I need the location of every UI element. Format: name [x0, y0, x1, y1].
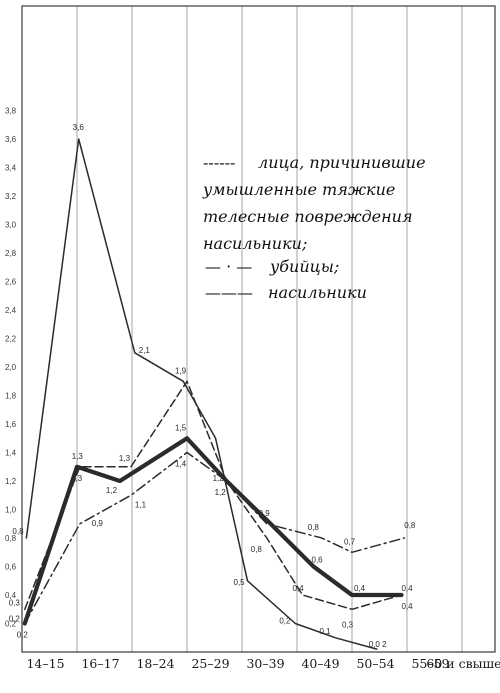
data-label: 0,8 [12, 527, 24, 536]
y-tick-label: 1,6 [5, 420, 17, 429]
data-label: 2,1 [139, 346, 151, 355]
data-label: 0,5 [234, 578, 246, 587]
legend-line-1: лица, причинившие [258, 153, 426, 172]
legend-solid-sample: ——— [205, 283, 253, 302]
y-tick-label: 3,0 [5, 221, 17, 230]
data-label: 0,8 [404, 521, 416, 530]
y-tick-label: 1,0 [5, 506, 17, 515]
data-label: 0,1 [320, 627, 332, 636]
data-label: 1,2 [215, 488, 227, 497]
data-label: 0,4 [354, 584, 366, 593]
data-label: 1,2 [213, 474, 225, 483]
data-label: 0,9 [92, 519, 104, 528]
data-label: 1,4 [175, 460, 187, 469]
y-tick-label: 2,2 [5, 335, 17, 344]
data-label: 0,8 [308, 523, 320, 532]
data-label: 1,9 [175, 366, 187, 375]
grid [76, 6, 463, 652]
y-tick-label: 0,2 [5, 620, 17, 629]
data-label: 0,3 [342, 620, 354, 629]
data-label: 1,3 [71, 474, 83, 483]
data-label: 0,3 [9, 598, 21, 607]
y-tick-label: 1,4 [5, 449, 17, 458]
series-line-dashdot [24, 451, 406, 625]
y-tick-label: 0,6 [5, 563, 17, 572]
data-label: 3,6 [73, 123, 85, 132]
x-tick-label: 18–24 [136, 656, 174, 671]
series [22, 138, 406, 650]
series-line-solid-thin [25, 138, 378, 650]
data-label: 1,5 [175, 423, 187, 432]
data-label: 0,2 [279, 617, 291, 626]
x-tick-label: 60 и свыше [426, 656, 500, 671]
data-label: 0,0 2 [369, 640, 387, 649]
x-tick-label: 50–54 [356, 656, 394, 671]
y-tick-label: 2,6 [5, 278, 17, 287]
data-label: 1,3 [72, 452, 84, 461]
data-label: 0,4 [402, 602, 414, 611]
y-tick-label: 2,0 [5, 363, 17, 372]
x-tick-label: 25–29 [191, 656, 229, 671]
legend-dashdot-sample: — · — [205, 257, 252, 276]
legend-line-2: умышленные тяжкие [202, 180, 395, 199]
x-tick-label: 16–17 [81, 656, 119, 671]
data-label: 0,8 [251, 545, 263, 554]
y-tick-label: 0,8 [5, 534, 17, 543]
y-tick-label: 3,4 [5, 164, 17, 173]
data-label: 0,4 [293, 584, 305, 593]
data-label: 1,2 [106, 486, 118, 495]
y-axis-ticks: 0,2 0,4 0,6 0,8 1,0 1,2 1,4 1,6 1,8 2,0 2,2 2,4 2,6 2… [5, 107, 17, 629]
legend-line-6: насильники [268, 283, 367, 302]
legend-line-5: убийцы; [269, 257, 339, 276]
data-label: 0,9 [259, 509, 271, 518]
x-tick-label: 40–49 [301, 656, 339, 671]
data-label: 0,2 [17, 631, 29, 640]
y-tick-label: 3,8 [5, 107, 17, 116]
x-tick-label: 30–39 [246, 656, 284, 671]
y-tick-label: 3,6 [5, 135, 17, 144]
y-tick-label: 0,4 [5, 591, 17, 600]
data-label: 1,1 [135, 500, 147, 509]
plot-frame [21, 5, 496, 653]
legend-line-3: телесные повреждения [203, 207, 413, 226]
data-label: 0,4 [402, 584, 414, 593]
data-label: 0,6 [312, 556, 324, 565]
x-tick-label: 55–59 [411, 656, 449, 671]
y-tick-label: 3,2 [5, 192, 17, 201]
legend-line-4: насильники; [203, 234, 307, 253]
series-line-dashed [24, 380, 403, 611]
y-tick-label: 1,8 [5, 392, 17, 401]
y-tick-label: 1,2 [5, 477, 17, 486]
data-label: 0,2 [9, 615, 21, 624]
legend-dashed-sample: ------ [203, 153, 235, 172]
data-label: 1,3 [119, 454, 131, 463]
y-tick-label: 2,4 [5, 306, 17, 315]
x-tick-label: 14–15 [26, 656, 64, 671]
y-tick-label: 2,8 [5, 249, 17, 258]
x-axis-ticks: 14–15 16–17 18–24 25–29 30–39 40–49 50–54 55–59… [26, 656, 500, 671]
data-label: 0,7 [344, 537, 356, 546]
data-labels: 0,8 3,6 2,1 0,5 0,2 0,1 0,0 2 0,2 1,3 1,2 1,5 1,2 0,… [9, 123, 416, 649]
legend: ------ лица, причинившие умышленные тяжк… [202, 153, 426, 302]
